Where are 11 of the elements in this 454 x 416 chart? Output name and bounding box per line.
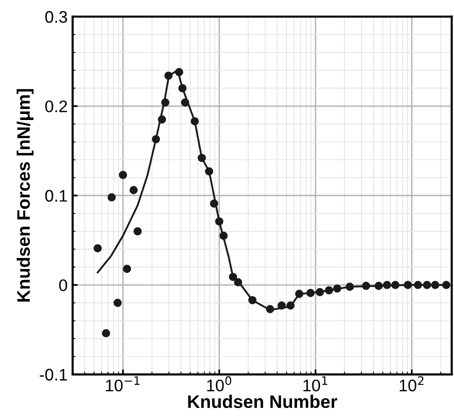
x-axis-title: Knudsen Number xyxy=(188,394,338,408)
y-tick-label: 0 xyxy=(59,279,68,292)
x-tick-label: 10$^{1}$ xyxy=(303,376,328,392)
x-tick-label: 10$^{2}$ xyxy=(400,376,424,392)
y-axis-title: Knudsen Forces [nN/μm] xyxy=(16,89,34,302)
y-tick-label: 0.3 xyxy=(45,11,68,23)
y-tick-label: -0.1 xyxy=(40,368,67,381)
x-tick-label: 10$^{0}$ xyxy=(207,376,232,392)
x-tick-label: 10$^{−1}$ xyxy=(106,376,140,392)
y-tick-label: 0.1 xyxy=(45,190,67,202)
y-tick-label: 0.2 xyxy=(45,100,67,112)
